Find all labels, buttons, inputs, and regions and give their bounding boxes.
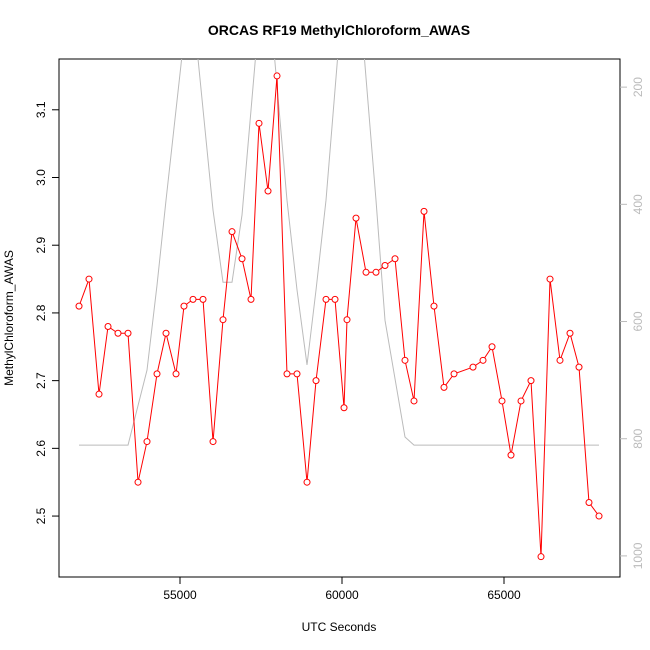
data-point [228, 228, 236, 236]
data-point [75, 302, 83, 310]
y-axis-label: MethylChloroform_AWAS [2, 250, 16, 386]
data-point [488, 343, 496, 351]
data-point [450, 370, 458, 378]
data-point [546, 275, 554, 283]
data-point [124, 329, 132, 337]
data-point [556, 356, 564, 364]
data-point [283, 370, 291, 378]
y2-tick-label: 400 [631, 194, 645, 214]
plot-frame [58, 58, 621, 578]
data-point [114, 329, 122, 337]
y2-tick-label: 600 [631, 311, 645, 331]
data-point [352, 214, 360, 222]
data-point [595, 512, 603, 520]
data-point [162, 329, 170, 337]
x-tick-label: 65000 [487, 588, 521, 602]
data-point [469, 363, 477, 371]
y-tick-label: 2.8 [34, 304, 48, 321]
data-point [537, 553, 545, 561]
series-line [79, 59, 600, 446]
data-point [372, 268, 380, 276]
data-point [566, 329, 574, 337]
data-point [440, 383, 448, 391]
data-point [575, 363, 583, 371]
data-point [507, 451, 515, 459]
plot-area [75, 59, 603, 561]
data-point [293, 370, 301, 378]
data-point [322, 295, 330, 303]
data-point [391, 255, 399, 263]
data-point [153, 370, 161, 378]
data-point [498, 397, 506, 405]
data-point [143, 438, 151, 446]
data-point [410, 397, 418, 405]
data-point [585, 499, 593, 507]
x-tick-label: 60000 [325, 588, 359, 602]
data-point [134, 478, 142, 486]
y-tick-label: 3.1 [34, 101, 48, 118]
y2-tick-label: 200 [631, 77, 645, 97]
data-point [104, 322, 112, 330]
data-point [401, 356, 409, 364]
y2-tick-label: 800 [631, 428, 645, 448]
data-point [85, 275, 93, 283]
data-point [273, 72, 281, 80]
data-point [430, 302, 438, 310]
data-point [420, 207, 428, 215]
x-axis-label: UTC Seconds [302, 620, 377, 634]
data-point [362, 268, 370, 276]
data-point [219, 316, 227, 324]
data-point [312, 377, 320, 385]
y2-tick-label: 1000 [631, 542, 645, 569]
y-tick-label: 3.0 [34, 169, 48, 186]
data-point [247, 295, 255, 303]
y-tick-label: 2.5 [34, 507, 48, 524]
x-tick-label: 55000 [163, 588, 197, 602]
data-point [255, 119, 263, 127]
data-point [303, 478, 311, 486]
data-point [527, 377, 535, 385]
data-point [331, 295, 339, 303]
data-point [340, 404, 348, 412]
data-point [189, 295, 197, 303]
data-point [209, 438, 217, 446]
chart-title: ORCAS RF19 MethylChloroform_AWAS [208, 22, 470, 38]
y-tick-label: 2.9 [34, 237, 48, 254]
y-tick-label: 2.7 [34, 372, 48, 389]
data-point [264, 187, 272, 195]
data-point [95, 390, 103, 398]
data-point [381, 262, 389, 270]
data-point [172, 370, 180, 378]
data-point [479, 356, 487, 364]
y-tick-label: 2.6 [34, 440, 48, 457]
data-point [517, 397, 525, 405]
data-point [199, 295, 207, 303]
data-point [180, 302, 188, 310]
data-point [343, 316, 351, 324]
data-point [238, 255, 246, 263]
